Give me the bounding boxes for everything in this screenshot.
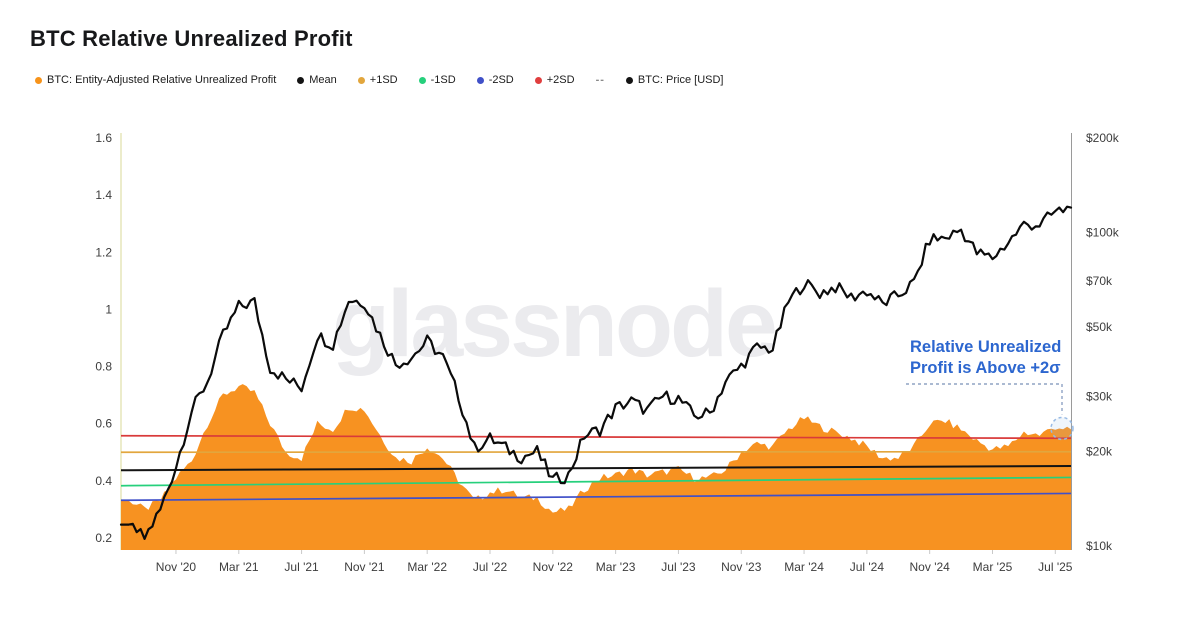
y-left-tick-label: 1.4 <box>95 188 112 202</box>
legend-item-btc-entity-adjusted-relative-unrealized-profit[interactable]: BTC: Entity-Adjusted Relative Unrealized… <box>35 74 276 86</box>
legend-item-2sd[interactable]: -2SD <box>476 74 514 86</box>
x-tick-label: Mar '21 <box>219 560 259 574</box>
x-tick-label: Mar '24 <box>784 560 824 574</box>
y-left-tick-label: 0.4 <box>95 474 112 488</box>
x-tick-label: Mar '23 <box>596 560 636 574</box>
annotation-connector-dashed-line <box>906 383 1063 415</box>
y-right-tick-label: $20k <box>1086 445 1113 459</box>
y-left-tick-label: 1.2 <box>95 245 112 259</box>
y-right-tick-label: $100k <box>1086 225 1120 239</box>
x-tick-label: Nov '20 <box>156 560 197 574</box>
legend-item-1sd[interactable]: -1SD <box>418 74 456 86</box>
annotation-callout: Relative Unrealized Profit is Above +2σ <box>910 337 1080 379</box>
x-tick-label: Jul '21 <box>284 560 319 574</box>
x-tick-label: Nov '23 <box>721 560 762 574</box>
x-tick-label: Jul '25 <box>1038 560 1073 574</box>
legend-item-label: -2SD <box>488 74 514 86</box>
y-right-tick-label: $50k <box>1086 320 1113 334</box>
x-tick-label: Nov '22 <box>533 560 574 574</box>
y-left-tick-label: 0.8 <box>95 360 112 374</box>
x-tick-label: Mar '22 <box>407 560 447 574</box>
legend-marker-dot <box>35 76 42 84</box>
legend-marker-dot <box>476 76 484 84</box>
legend: BTC: Entity-Adjusted Relative Unrealized… <box>35 74 723 86</box>
legend-item-label: BTC: Entity-Adjusted Relative Unrealized… <box>47 74 277 86</box>
legend-item-2sd[interactable]: +2SD <box>534 74 575 86</box>
legend-marker-dot <box>625 76 633 84</box>
legend-item-label: -- <box>595 74 605 86</box>
x-tick-label: Mar '25 <box>973 560 1013 574</box>
band-line-mean <box>120 465 1072 472</box>
x-tick-label: Jul '23 <box>661 560 696 574</box>
y-left-tick-label: 1 <box>105 302 112 316</box>
legend-item-[interactable]: -- <box>596 74 605 86</box>
legend-item-label: Mean <box>309 74 337 86</box>
legend-marker-dot <box>357 76 365 84</box>
legend-item-1sd[interactable]: +1SD <box>357 74 398 86</box>
y-right-tick-label: $10k <box>1086 539 1113 553</box>
legend-item-label: +1SD <box>369 74 398 86</box>
legend-item-label: -1SD <box>430 74 456 86</box>
band-line-plusminus-1sd <box>120 450 1072 454</box>
legend-item-label: +2SD <box>546 74 575 86</box>
page-title: BTC Relative Unrealized Profit <box>30 26 353 51</box>
annotation-line-1: Relative Unrealized <box>910 338 1062 356</box>
latest-point-highlight-circle <box>1050 416 1074 441</box>
annotation-line-2: Profit is Above +2σ <box>910 359 1061 377</box>
band-line-minus-2sd <box>120 492 1072 502</box>
legend-marker-dot <box>534 76 542 84</box>
legend-item-label: BTC: Price [USD] <box>637 74 724 86</box>
x-tick-label: Jul '22 <box>473 560 508 574</box>
y-left-tick-label: 1.6 <box>95 131 112 145</box>
y-right-tick-label: $200k <box>1086 131 1120 145</box>
y-right-tick-label: $70k <box>1086 274 1113 288</box>
x-tick-label: Nov '21 <box>344 560 385 574</box>
y-left-tick-label: 0.6 <box>95 417 112 431</box>
x-tick-label: Jul '24 <box>850 560 885 574</box>
band-line-minus-1sd <box>120 476 1072 487</box>
legend-marker-dot <box>418 76 426 84</box>
y-right-tick-label: $30k <box>1086 389 1113 403</box>
btc-price-line <box>119 205 1073 540</box>
legend-item-btc-price-usd[interactable]: BTC: Price [USD] <box>625 74 724 86</box>
band-line-plusminus-2sd <box>120 434 1072 440</box>
y-left-tick-label: 0.2 <box>95 531 112 545</box>
x-tick-label: Nov '24 <box>910 560 951 574</box>
legend-item-mean[interactable]: Mean <box>297 74 337 86</box>
rup-area-series <box>121 384 1071 550</box>
legend-marker-dot <box>297 76 305 84</box>
